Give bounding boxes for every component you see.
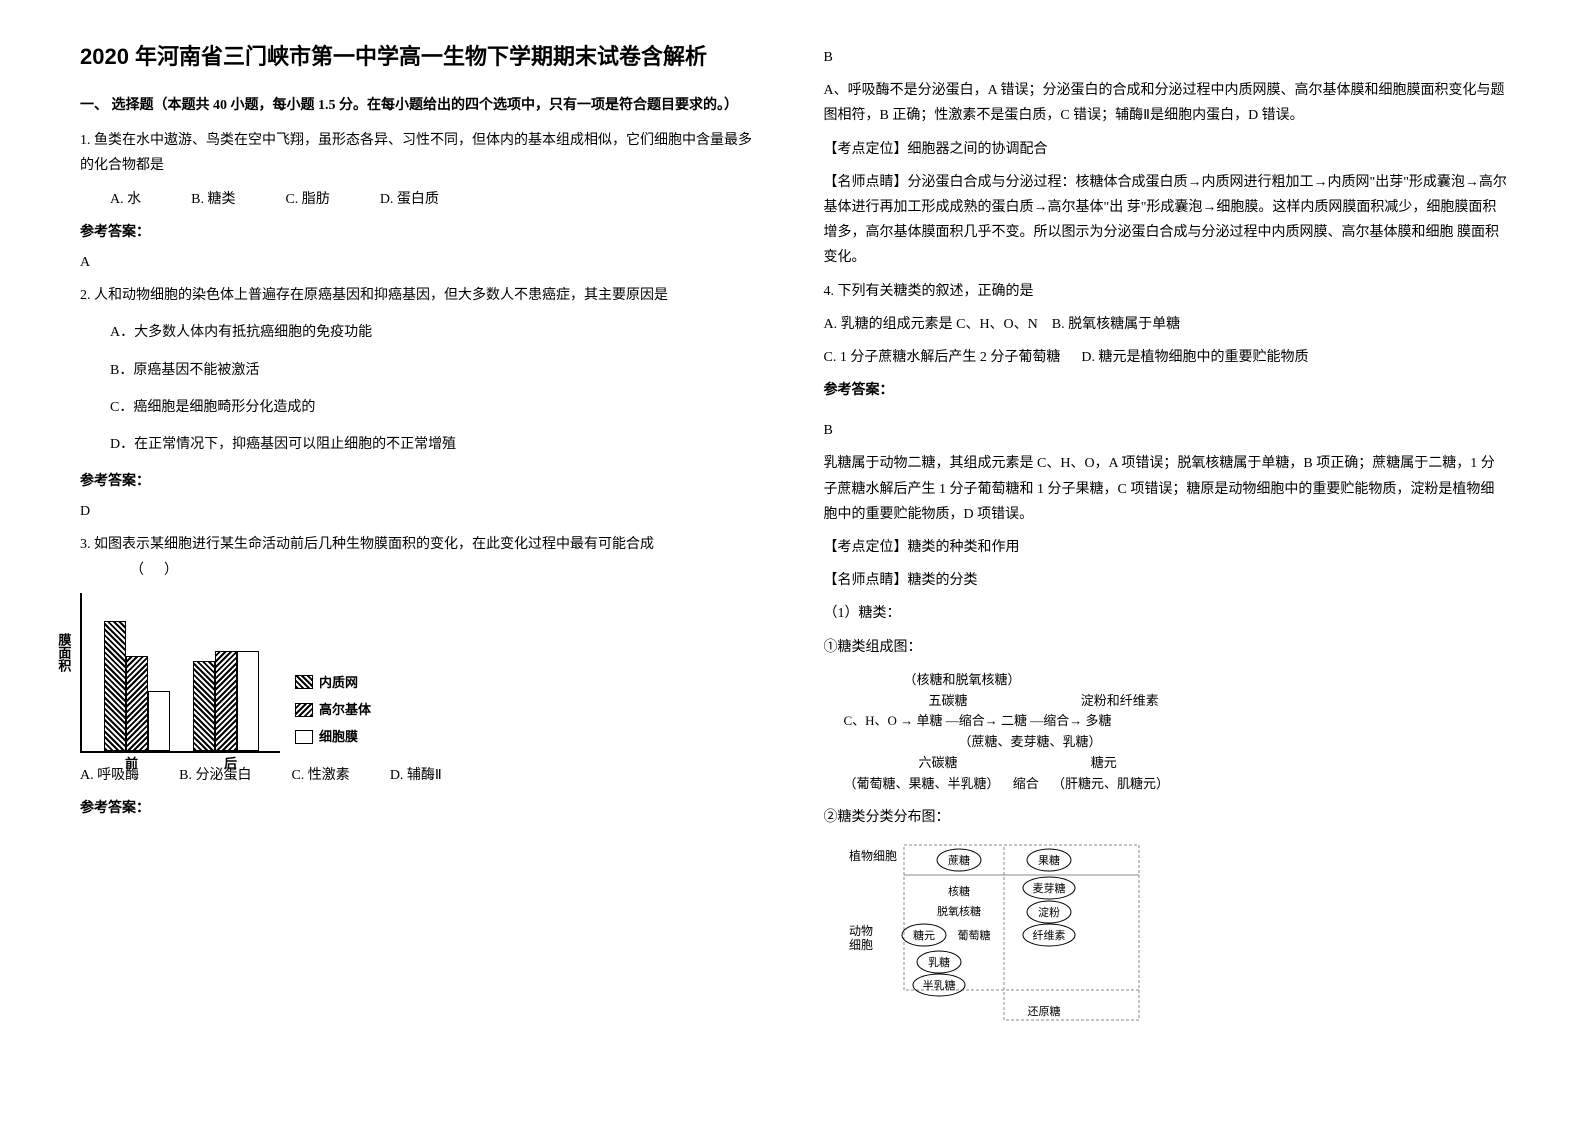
legend-box-er — [295, 675, 313, 689]
q2-opt-a: A．大多数人体内有抵抗癌细胞的免疫功能 — [110, 320, 764, 345]
reduce-box — [1004, 845, 1139, 1020]
t-pu: 葡萄糖 — [957, 928, 990, 942]
sd-l3b: 糖元 — [1091, 755, 1117, 770]
chart-legend: 内质网 高尔基体 细胞膜 — [295, 667, 371, 753]
q1-opt-a: A. 水 — [110, 187, 141, 212]
sugar-distribution-diagram: 植物细胞 动物细胞 蔗糖 果糖 核糖 麦芽糖 脱氧核糖 淀粉 糖元 葡萄糖 纤维… — [824, 840, 1508, 1037]
bar-chart: 膜面积 前 后 — [80, 593, 280, 753]
x-after: 后 — [224, 752, 237, 775]
q4-opt-c: C. 1 分子蔗糖水解后产生 2 分子葡萄糖 — [824, 350, 1061, 365]
q4-sub1: （1）糖类： — [824, 601, 1508, 626]
legend-label-er: 内质网 — [319, 671, 358, 694]
q2-options: A．大多数人体内有抵抗癌细胞的免疫功能 B．原癌基因不能被激活 C．癌细胞是细胞… — [110, 320, 764, 457]
q4-opts-row2: C. 1 分子蔗糖水解后产生 2 分子葡萄糖 D. 糖元是植物细胞中的重要贮能物… — [824, 345, 1508, 370]
legend-box-golgi — [295, 703, 313, 717]
q2-opt-c: C．癌细胞是细胞畸形分化造成的 — [110, 395, 764, 420]
bar-after-mem — [237, 651, 259, 751]
t-ru: 乳糖 — [928, 955, 950, 969]
x-before: 前 — [125, 752, 138, 775]
sd-l2: C、H、O → 单糖 —缩合→ 二糖 —缩合→ 多糖 — [844, 711, 1508, 732]
right-column: B A、呼吸酶不是分泌蛋白，A 错误；分泌蛋白的合成和分泌过程中内质网膜、高尔基… — [794, 40, 1538, 1082]
x-labels: 前 后 — [82, 752, 280, 775]
q4-sub1a: ①糖类组成图： — [824, 635, 1508, 660]
t-dian: 淀粉 — [1038, 905, 1060, 919]
answer-label-3: 参考答案： — [80, 796, 764, 821]
q2-answer: D — [80, 499, 764, 524]
left-column: 2020 年河南省三门峡市第一中学高一生物下学期期末试卷含解析 一、 选择题（本… — [50, 40, 794, 1082]
membrane-chart: 膜面积 前 后 内质网 高尔基体 — [80, 593, 764, 753]
q3-point: 【考点定位】细胞器之间的协调配合 — [824, 137, 1508, 162]
q1-opt-c: C. 脂肪 — [285, 187, 329, 212]
q2-opt-d: D．在正常情况下，抑癌基因可以阻止细胞的不正常增殖 — [110, 432, 764, 457]
q3-opt-c: C. 性激素 — [291, 763, 349, 788]
sd-l3sa: （葡萄糖、果糖、半乳糖） — [844, 776, 1000, 791]
sd-l3sb: （肝糖元、肌糖元） — [1052, 776, 1169, 791]
q4-explain: 乳糖属于动物二糖，其组成元素是 C、H、O，A 项错误；脱氧核糖属于单糖，B 项… — [824, 451, 1508, 527]
sd-l3sm: 缩合 — [1013, 776, 1039, 791]
answer-label-2: 参考答案： — [80, 469, 764, 494]
sugar-composition-diagram: （核糖和脱氧核糖） 五碳糖 淀粉和纤维素 C、H、O → 单糖 —缩合→ 二糖 … — [824, 670, 1508, 795]
sd-animal: 动物细胞 — [849, 924, 873, 952]
q4-tip-header: 【名师点睛】糖类的分类 — [824, 568, 1508, 593]
answer-label-4: 参考答案： — [824, 378, 1508, 403]
q1-opt-d: D. 蛋白质 — [380, 187, 439, 212]
bar-before-mem — [148, 691, 170, 751]
q1-options: A. 水 B. 糖类 C. 脂肪 D. 蛋白质 — [110, 187, 764, 212]
sd-l1b: 五碳糖 — [929, 693, 968, 708]
q3-opt-d: D. 辅酶Ⅱ — [390, 763, 442, 788]
q3-tip: 【名师点睛】分泌蛋白合成与分泌过程：核糖体合成蛋白质→内质网进行粗加工→内质网"… — [824, 170, 1508, 271]
t-xian: 纤维素 — [1032, 929, 1065, 942]
t-he: 核糖 — [948, 884, 970, 898]
q3-text: 3. 如图表示某细胞进行某生命活动前后几种生物膜面积的变化，在此变化过程中最有可… — [80, 532, 764, 582]
q4-text: 4. 下列有关糖类的叙述，正确的是 — [824, 279, 1508, 304]
t-tuo: 脱氧核糖 — [937, 904, 981, 918]
q3-text-span: 3. 如图表示某细胞进行某生命活动前后几种生物膜面积的变化，在此变化过程中最有可… — [80, 537, 654, 552]
q1-opt-b: B. 糖类 — [191, 187, 235, 212]
sd-plant: 植物细胞 — [849, 848, 897, 863]
t-banru: 半乳糖 — [922, 978, 955, 992]
q3-explain1: A、呼吸酶不是分泌蛋白，A 错误；分泌蛋白的合成和分泌过程中内质网膜、高尔基体膜… — [824, 78, 1508, 128]
q2-text: 2. 人和动物细胞的染色体上普遍存在原癌基因和抑癌基因，但大多数人不患癌症，其主… — [80, 283, 764, 308]
q4-opt-d: D. 糖元是植物细胞中的重要贮能物质 — [1081, 350, 1308, 365]
q4-opts-row1: A. 乳糖的组成元素是 C、H、O、N B. 脱氧核糖属于单糖 — [824, 312, 1508, 337]
t-mai: 麦芽糖 — [1032, 881, 1065, 895]
bar-after-er — [193, 661, 215, 751]
sugar-dist-svg: 植物细胞 动物细胞 蔗糖 果糖 核糖 麦芽糖 脱氧核糖 淀粉 糖元 葡萄糖 纤维… — [844, 840, 1164, 1030]
bar-before-golgi — [126, 656, 148, 751]
q1-answer: A — [80, 250, 764, 275]
sd-l2s: （蔗糖、麦芽糖、乳糖） — [959, 732, 1508, 753]
bar-group-after — [193, 651, 259, 751]
legend-box-mem — [295, 730, 313, 744]
q4-opt-b: B. 脱氧核糖属于单糖 — [1052, 317, 1180, 332]
bar-after-golgi — [215, 651, 237, 751]
section-header: 一、 选择题（本题共 40 小题，每小题 1.5 分。在每小题给出的四个选项中，… — [80, 93, 764, 118]
sd-l1c: 淀粉和纤维素 — [1081, 693, 1159, 708]
q3-answer: B — [824, 45, 1508, 70]
bar-group-before — [104, 621, 170, 751]
sd-l1a: （核糖和脱氧核糖） — [904, 672, 1021, 687]
legend-label-mem: 细胞膜 — [319, 725, 358, 748]
legend-er: 内质网 — [295, 671, 371, 694]
q4-point: 【考点定位】糖类的种类和作用 — [824, 535, 1508, 560]
q2-opt-b: B．原癌基因不能被激活 — [110, 358, 764, 383]
legend-golgi: 高尔基体 — [295, 698, 371, 721]
legend-label-golgi: 高尔基体 — [319, 698, 371, 721]
t-tang: 糖元 — [913, 928, 935, 942]
t-zhe: 蔗糖 — [948, 853, 970, 867]
doc-title: 2020 年河南省三门峡市第一中学高一生物下学期期末试卷含解析 — [80, 40, 764, 73]
t-guo: 果糖 — [1038, 853, 1060, 867]
q1-text: 1. 鱼类在水中遨游、鸟类在空中飞翔，虽形态各异、习性不同，但体内的基本组成相似… — [80, 128, 764, 178]
q4-sub1b: ②糖类分类分布图： — [824, 805, 1508, 830]
bar-before-er — [104, 621, 126, 751]
t-huan: 还原糖 — [1027, 1004, 1060, 1018]
y-axis-label: 膜面积 — [52, 633, 75, 672]
legend-mem: 细胞膜 — [295, 725, 371, 748]
plant-box — [904, 845, 1139, 875]
q4-answer: B — [824, 418, 1508, 443]
q3-paren: （） — [130, 563, 198, 578]
sd-l3a: 六碳糖 — [919, 755, 958, 770]
answer-label-1: 参考答案： — [80, 220, 764, 245]
q4-opt-a: A. 乳糖的组成元素是 C、H、O、N — [824, 317, 1038, 332]
